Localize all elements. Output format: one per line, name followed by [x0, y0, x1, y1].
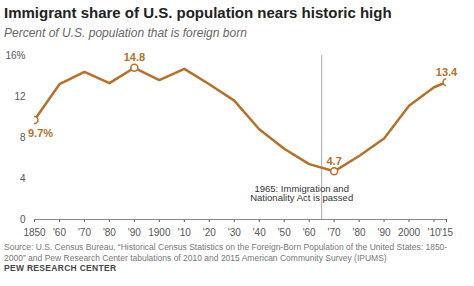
html-text:Source: U.S. Census Bureau, “H: Source: U.S. Census Bureau, “Historical …: [4, 242, 448, 263]
svg-text:14.8: 14.8: [124, 51, 145, 63]
svg-text:4.7: 4.7: [326, 155, 341, 167]
svg-text:0: 0: [20, 214, 26, 225]
svg-text:1850: 1850: [23, 227, 46, 238]
svg-text:'90: '90: [378, 227, 391, 238]
svg-text:'60: '60: [53, 227, 66, 238]
html-text:Percent of U.S. population tha: Percent of U.S. population that is forei…: [4, 26, 247, 40]
svg-text:1900: 1900: [148, 227, 171, 238]
svg-text:'60: '60: [303, 227, 316, 238]
svg-text:'80: '80: [103, 227, 116, 238]
svg-text:16%: 16%: [5, 50, 25, 61]
svg-text:1965: Immigration andNationali: 1965: Immigration andNationality Act is …: [250, 183, 353, 204]
svg-text:'70: '70: [78, 227, 91, 238]
svg-text:2000: 2000: [398, 227, 421, 238]
svg-text:4: 4: [20, 173, 26, 184]
svg-text:'40: '40: [253, 227, 266, 238]
svg-text:'30: '30: [228, 227, 241, 238]
svg-text:9.7%: 9.7%: [28, 127, 53, 139]
svg-text:'70: '70: [328, 227, 341, 238]
html-text:Immigrant share of U.S. popula: Immigrant share of U.S. population nears…: [4, 4, 392, 21]
svg-text:'10: '10: [427, 227, 440, 238]
svg-text:8: 8: [20, 132, 26, 143]
svg-text:'50: '50: [278, 227, 291, 238]
svg-text:'20: '20: [203, 227, 216, 238]
svg-text:'80: '80: [353, 227, 366, 238]
svg-text:13.4: 13.4: [436, 66, 458, 78]
svg-text:'10: '10: [178, 227, 191, 238]
html-text:PEW RESEARCH CENTER: PEW RESEARCH CENTER: [4, 263, 117, 273]
svg-text:12: 12: [14, 91, 26, 102]
svg-text:'90: '90: [128, 227, 141, 238]
svg-text:'15: '15: [440, 227, 453, 238]
